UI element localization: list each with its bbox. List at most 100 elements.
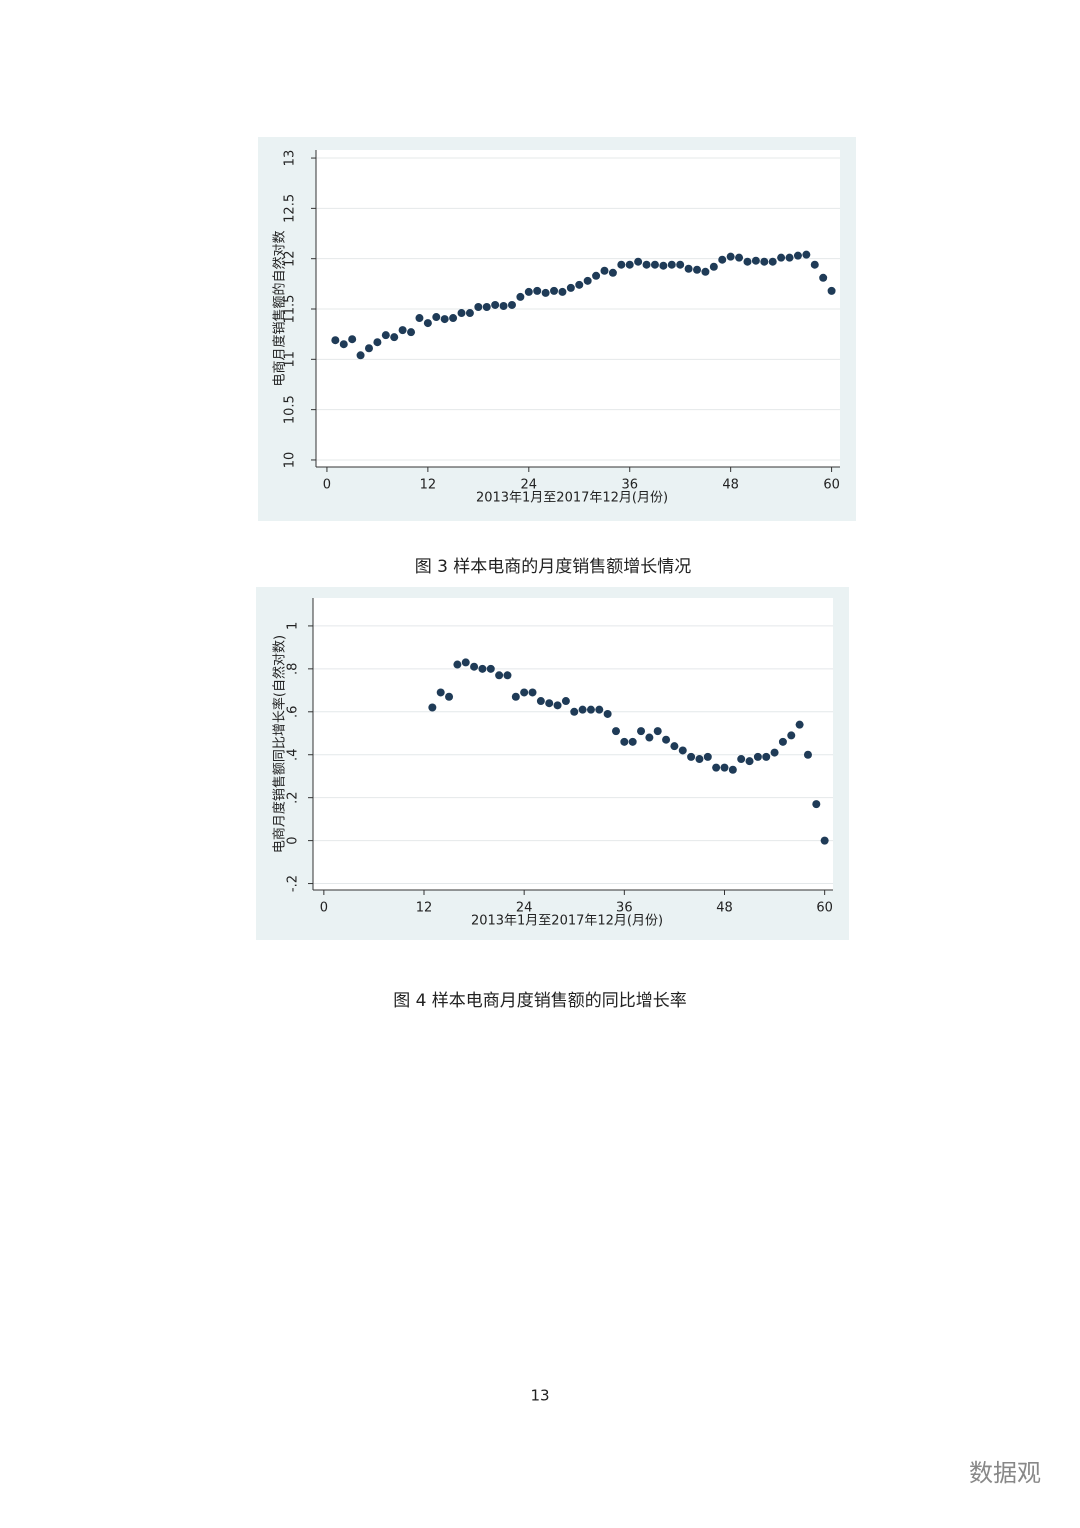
- point: [793, 251, 802, 260]
- point: [667, 260, 676, 269]
- point: [390, 333, 399, 342]
- point: [810, 260, 819, 269]
- point: [373, 338, 382, 347]
- point: [457, 309, 466, 318]
- watermark: 数据观: [969, 1459, 1041, 1487]
- x-tick-label: 24: [521, 478, 538, 493]
- point: [516, 292, 525, 301]
- x-tick-label: 0: [323, 478, 331, 493]
- y-tick-label: .2: [286, 791, 301, 803]
- point: [440, 315, 449, 324]
- point: [701, 267, 710, 276]
- point: [583, 276, 592, 285]
- point: [423, 319, 432, 328]
- point: [495, 671, 504, 680]
- y-axis-label: 电商月度销售额的自然对数: [272, 230, 288, 386]
- point: [550, 286, 559, 295]
- x-tick-label: 60: [823, 478, 840, 493]
- point: [687, 752, 696, 761]
- point: [735, 253, 744, 262]
- point: [491, 300, 500, 309]
- point: [709, 262, 718, 271]
- point: [659, 261, 668, 270]
- point: [595, 705, 604, 714]
- x-tick-label: 0: [320, 901, 328, 916]
- point: [650, 260, 659, 269]
- point: [625, 260, 634, 269]
- point: [415, 314, 424, 323]
- y-tick-label: .8: [286, 663, 301, 675]
- point: [566, 283, 575, 292]
- y-tick-label: .6: [286, 706, 301, 718]
- x-tick-label: 60: [816, 901, 833, 916]
- point: [356, 351, 365, 360]
- point: [586, 705, 595, 714]
- y-tick-label: 0: [286, 836, 301, 844]
- point: [762, 752, 771, 761]
- point: [820, 836, 829, 845]
- point: [536, 697, 545, 706]
- point: [398, 326, 407, 335]
- point: [628, 737, 637, 746]
- x-tick-label: 48: [716, 901, 733, 916]
- point: [528, 688, 537, 697]
- point: [802, 250, 811, 259]
- point: [777, 253, 786, 262]
- point: [511, 692, 520, 701]
- y-tick-label: 10: [283, 452, 298, 469]
- point: [331, 336, 340, 345]
- point: [684, 264, 693, 273]
- caption: 图 3 样本电商的月度销售额增长情况: [415, 557, 692, 577]
- point: [445, 692, 454, 701]
- point: [541, 288, 550, 297]
- point: [703, 752, 712, 761]
- y-tick-label: -.2: [286, 875, 301, 892]
- point: [364, 344, 373, 353]
- y-tick-label: 10.5: [283, 395, 298, 424]
- point: [676, 260, 685, 269]
- x-tick-label: 24: [516, 901, 533, 916]
- point: [620, 737, 629, 746]
- point: [482, 302, 491, 311]
- plot-area: [316, 150, 840, 467]
- point: [787, 731, 796, 740]
- point: [637, 727, 646, 736]
- point: [670, 742, 679, 751]
- point: [348, 335, 357, 344]
- point: [827, 286, 836, 295]
- point: [642, 260, 651, 269]
- point: [778, 737, 787, 746]
- point: [760, 257, 769, 266]
- x-tick-label: 36: [621, 478, 638, 493]
- point: [634, 257, 643, 266]
- point: [570, 707, 579, 716]
- point: [617, 260, 626, 269]
- point: [470, 662, 479, 671]
- y-tick-label: 11: [283, 351, 298, 368]
- point: [745, 757, 754, 766]
- point: [768, 257, 777, 266]
- point: [695, 755, 704, 764]
- y-tick-label: 12: [283, 250, 298, 267]
- y-axis-label: 电商月度销售额同比增长率(自然对数): [272, 635, 288, 853]
- point: [465, 309, 474, 318]
- point: [578, 705, 587, 714]
- point: [575, 280, 584, 289]
- x-axis-label: 2013年1月至2017年12月(月份): [471, 914, 663, 929]
- point: [545, 699, 554, 708]
- point: [558, 287, 567, 296]
- point: [662, 735, 671, 744]
- point: [753, 752, 762, 761]
- point: [486, 664, 495, 673]
- point: [812, 800, 821, 809]
- point: [611, 727, 620, 736]
- point: [795, 720, 804, 729]
- x-tick-label: 12: [416, 901, 433, 916]
- point: [428, 703, 437, 712]
- point: [503, 671, 512, 680]
- point: [608, 268, 617, 277]
- point: [520, 688, 529, 697]
- x-tick-label: 36: [616, 901, 633, 916]
- point: [737, 755, 746, 764]
